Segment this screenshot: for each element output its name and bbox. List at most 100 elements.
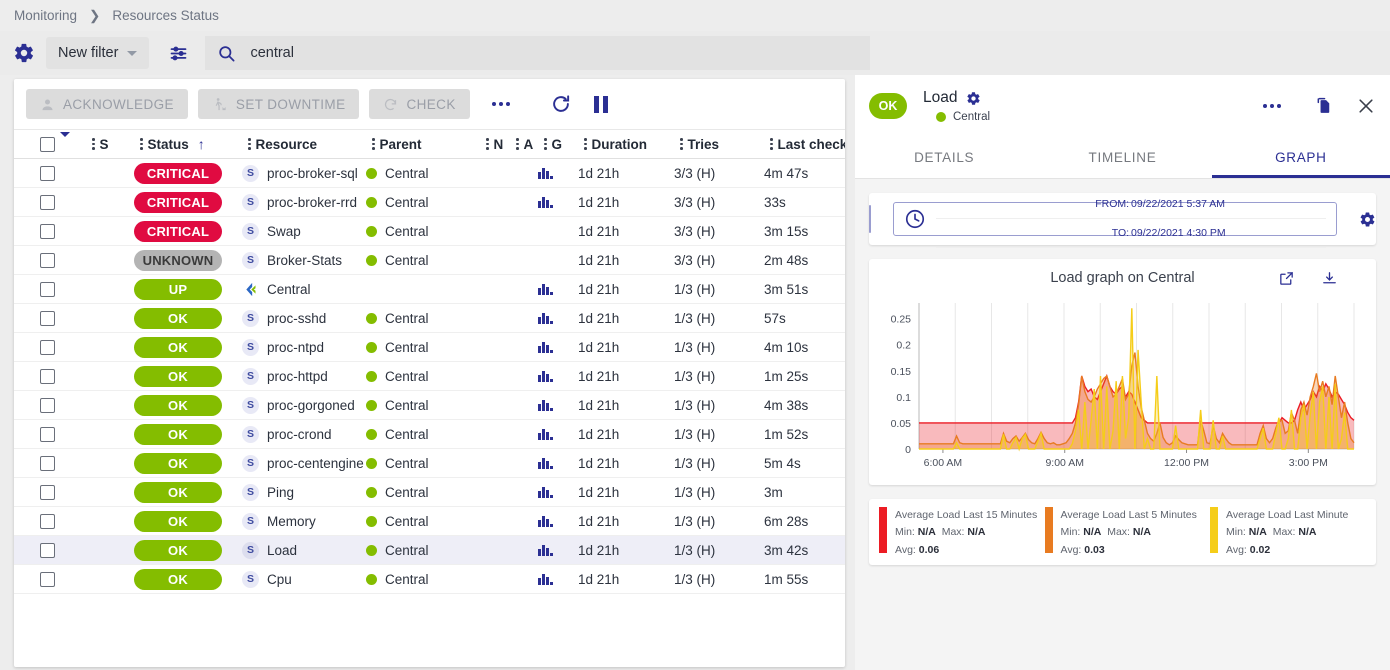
date-range-picker[interactable]: FROM: 09/22/2021 5:37 AM TO: 09/22/2021 … (893, 198, 1338, 248)
service-graph-icon[interactable] (538, 341, 578, 353)
legend-item[interactable]: Average Load Last 5 Minutes Min: N/A Max:… (1044, 507, 1211, 565)
row-parent[interactable]: Central (366, 362, 480, 391)
row-parent[interactable]: Central (366, 449, 480, 478)
drag-grip-icon[interactable] (770, 138, 773, 150)
new-filter-select[interactable]: New filter (46, 37, 150, 69)
row-checkbox[interactable] (14, 536, 60, 565)
row-checkbox[interactable] (14, 333, 60, 362)
gear-icon[interactable] (10, 39, 38, 67)
row-graph[interactable] (538, 159, 578, 188)
table-row[interactable]: CRITICAL S Swap Central 1d 21h 3/3 (H) 3m 15s (14, 217, 845, 246)
drag-grip-icon[interactable] (544, 138, 547, 150)
more-horizontal-icon[interactable] (480, 102, 522, 106)
column-header-g[interactable]: G (538, 129, 578, 159)
row-graph[interactable] (538, 362, 578, 391)
drag-grip-icon[interactable] (584, 138, 587, 150)
table-row[interactable]: UP Central 1d 21h 1/3 (H) 3m 51s (14, 275, 845, 304)
row-graph[interactable] (538, 275, 578, 304)
tab-graph[interactable]: GRAPH (1212, 137, 1390, 178)
row-parent[interactable]: Central (366, 478, 480, 507)
service-graph-icon[interactable] (538, 573, 578, 585)
breadcrumb-root[interactable]: Monitoring (14, 8, 78, 23)
row-checkbox[interactable] (14, 246, 60, 275)
row-parent[interactable]: Central (366, 507, 480, 536)
gear-icon[interactable] (1359, 211, 1376, 228)
drag-grip-icon[interactable] (92, 138, 95, 150)
column-header-status[interactable]: Status ↑ (134, 129, 242, 159)
service-graph-icon[interactable] (538, 370, 578, 382)
row-resource[interactable]: S Load (242, 536, 366, 565)
set-downtime-button[interactable]: SET DOWNTIME (197, 89, 360, 119)
row-checkbox[interactable] (14, 304, 60, 333)
row-parent[interactable]: Central (366, 565, 480, 594)
row-graph[interactable] (538, 188, 578, 217)
table-row[interactable]: OK S Memory Central 1d 21h 1/3 (H) 6m 28s (14, 507, 845, 536)
service-graph-icon[interactable] (538, 428, 578, 440)
select-all-header[interactable] (14, 129, 60, 159)
row-checkbox[interactable] (14, 420, 60, 449)
table-row[interactable]: OK S Load Central 1d 21h 1/3 (H) 3m 42s (14, 535, 845, 565)
legend-item[interactable]: Average Load Last 15 Minutes Min: N/A Max… (879, 507, 1045, 565)
search-input[interactable]: central (205, 36, 871, 70)
row-parent[interactable]: Central (366, 536, 480, 565)
row-graph[interactable] (538, 507, 578, 536)
period-1-day[interactable]: 1 DAY (870, 206, 871, 232)
service-graph-icon[interactable] (538, 486, 578, 498)
row-resource[interactable]: S Cpu (242, 565, 366, 594)
load-graph-plot[interactable]: 0 0.05 0.1 0.15 0.2 0.25 6:00 AM 9:00 AM 12:00 P… (869, 297, 1376, 479)
service-graph-icon[interactable] (538, 399, 578, 411)
service-graph-icon[interactable] (538, 196, 578, 208)
column-header-duration[interactable]: Duration (578, 129, 674, 159)
column-header-resource[interactable]: Resource (242, 129, 366, 159)
row-parent[interactable]: Central (366, 217, 480, 246)
row-graph[interactable] (538, 391, 578, 420)
row-graph[interactable] (538, 478, 578, 507)
drag-grip-icon[interactable] (516, 138, 519, 150)
row-checkbox[interactable] (14, 507, 60, 536)
row-parent[interactable]: Central (366, 391, 480, 420)
row-graph[interactable] (538, 333, 578, 362)
service-graph-icon[interactable] (538, 544, 578, 556)
row-checkbox[interactable] (14, 275, 60, 304)
row-parent[interactable]: Central (366, 246, 480, 275)
column-header-n[interactable]: N (480, 129, 510, 159)
row-resource[interactable]: S Memory (242, 507, 366, 536)
service-graph-icon[interactable] (538, 283, 578, 295)
row-resource[interactable]: S Ping (242, 478, 366, 507)
row-parent[interactable]: Central (366, 188, 480, 217)
column-header-tries[interactable]: Tries (674, 129, 764, 159)
column-header-s[interactable]: S (86, 129, 134, 159)
row-graph[interactable] (538, 536, 578, 565)
service-graph-icon[interactable] (538, 167, 578, 179)
acknowledge-button[interactable]: ACKNOWLEDGE (26, 89, 188, 119)
tab-timeline[interactable]: TIMELINE (1088, 150, 1157, 165)
drag-grip-icon[interactable] (372, 138, 375, 150)
drag-grip-icon[interactable] (680, 138, 683, 150)
drag-grip-icon[interactable] (140, 138, 143, 150)
check-button[interactable]: CHECK (369, 89, 470, 119)
table-row[interactable]: UNKNOWN S Broker-Stats Central 1d 21h 3/3 (H)… (14, 246, 845, 275)
column-header-a[interactable]: A (510, 129, 538, 159)
row-graph[interactable] (538, 420, 578, 449)
column-header-last-check[interactable]: Last check (764, 129, 845, 159)
table-row[interactable]: OK S Cpu Central 1d 21h 1/3 (H) 1m 55s (14, 565, 845, 594)
row-checkbox[interactable] (14, 362, 60, 391)
service-graph-icon[interactable] (538, 457, 578, 469)
select-all-dropdown[interactable] (60, 129, 86, 159)
row-checkbox[interactable] (14, 565, 60, 594)
row-checkbox[interactable] (14, 478, 60, 507)
row-checkbox[interactable] (14, 449, 60, 478)
copy-link-icon[interactable] (1315, 97, 1334, 116)
row-parent[interactable]: Central (366, 159, 480, 188)
row-checkbox[interactable] (14, 217, 60, 246)
